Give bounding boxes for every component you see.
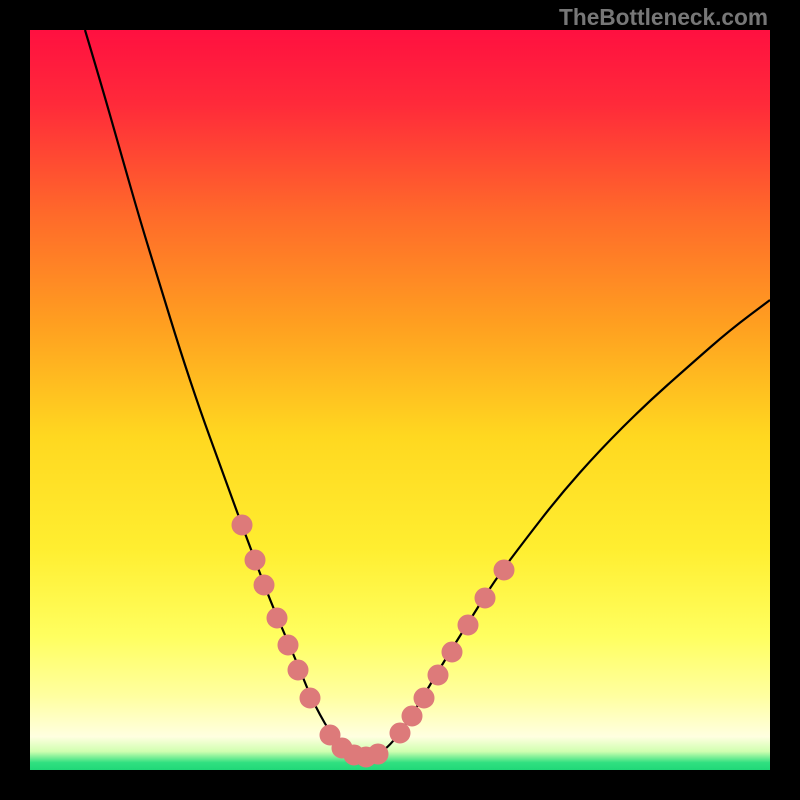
- curve-marker: [278, 635, 298, 655]
- curve-marker: [458, 615, 478, 635]
- marker-cluster-bottom: [320, 725, 388, 767]
- curve-marker: [300, 688, 320, 708]
- plot-area: [30, 30, 770, 770]
- bottleneck-curve: [85, 30, 770, 758]
- marker-cluster-left: [232, 515, 320, 708]
- curve-layer: [30, 30, 770, 770]
- curve-marker: [390, 723, 410, 743]
- chart-frame: TheBottleneck.com: [0, 0, 800, 800]
- curve-marker: [288, 660, 308, 680]
- curve-marker: [442, 642, 462, 662]
- marker-cluster-right: [390, 560, 514, 743]
- watermark-text: TheBottleneck.com: [559, 4, 768, 31]
- curve-marker: [402, 706, 422, 726]
- curve-marker: [245, 550, 265, 570]
- curve-marker: [368, 744, 388, 764]
- curve-marker: [267, 608, 287, 628]
- curve-marker: [414, 688, 434, 708]
- curve-marker: [428, 665, 448, 685]
- curve-marker: [254, 575, 274, 595]
- curve-marker: [232, 515, 252, 535]
- curve-marker: [494, 560, 514, 580]
- curve-marker: [475, 588, 495, 608]
